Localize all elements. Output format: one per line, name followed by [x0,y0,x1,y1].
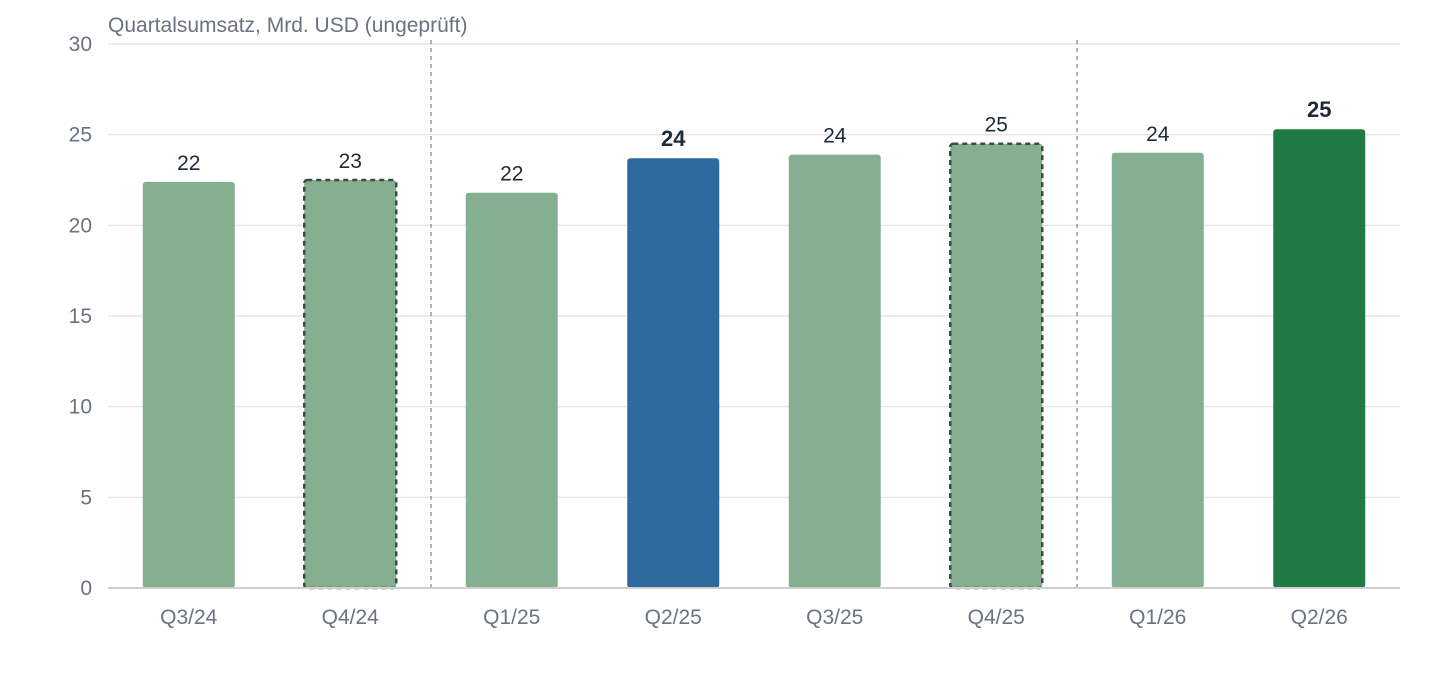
chart-title: Quartalsumsatz, Mrd. USD (ungeprüft) [108,14,467,37]
x-tick-label: Q2/25 [645,606,702,629]
bar-q1-25 [465,192,558,588]
data-label: 24 [661,126,686,151]
data-label: 24 [1146,123,1170,146]
bars [142,129,1366,590]
x-tick-label: Q4/25 [968,606,1025,629]
data-labels: 22 23 22 24 24 25 24 25 [177,97,1331,185]
bar-q3-25 [788,154,881,588]
data-label: 25 [1307,97,1331,122]
bar-q3-24 [142,181,235,588]
bar-q1-26 [1111,152,1204,589]
bar-q4-24 [303,178,398,590]
data-label: 22 [500,163,523,186]
x-tick-label: Q4/24 [322,606,380,629]
data-label: 22 [177,152,200,175]
grid-lines [108,43,1400,499]
axes: 0 5 10 15 20 25 30 Q3/24 Q4/24 Q1/25 Q2/25 Q3/25 Q4/… [69,33,1400,629]
bar-q2-26 [1273,129,1366,588]
y-tick-label: 25 [69,124,92,147]
y-tick-label: 15 [69,305,92,328]
bar-q4-25 [949,142,1044,590]
bar-q2-25 [627,158,720,589]
x-tick-label: Q3/24 [160,606,218,629]
x-tick-label: Q2/26 [1291,606,1348,629]
y-tick-label: 30 [69,33,92,56]
x-tick-label: Q1/26 [1129,606,1186,629]
x-tick-label: Q3/25 [806,606,863,629]
data-label: 24 [823,125,847,148]
data-label: 23 [339,150,362,173]
x-tick-label: Q1/25 [483,606,540,629]
y-tick-label: 0 [80,577,92,600]
y-tick-label: 5 [80,486,92,509]
year-separators [430,40,1078,588]
y-tick-label: 20 [69,214,92,237]
y-tick-label: 10 [69,396,92,419]
data-label: 25 [985,114,1008,137]
